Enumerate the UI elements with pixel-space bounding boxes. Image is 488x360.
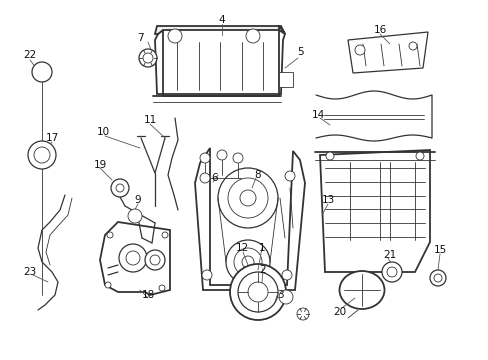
Text: 4: 4 <box>218 15 225 25</box>
Circle shape <box>105 282 111 288</box>
Circle shape <box>296 308 308 320</box>
Circle shape <box>116 184 124 192</box>
Circle shape <box>285 171 294 181</box>
Circle shape <box>28 141 56 169</box>
Circle shape <box>111 179 129 197</box>
Circle shape <box>232 153 243 163</box>
Circle shape <box>325 152 333 160</box>
Circle shape <box>119 244 147 272</box>
Text: 15: 15 <box>432 245 446 255</box>
Circle shape <box>415 152 423 160</box>
Circle shape <box>245 29 260 43</box>
Circle shape <box>238 272 278 312</box>
Circle shape <box>386 267 396 277</box>
Circle shape <box>34 147 50 163</box>
Circle shape <box>433 274 441 282</box>
Text: 1: 1 <box>258 243 265 253</box>
Circle shape <box>107 232 113 238</box>
Text: 9: 9 <box>134 195 141 205</box>
Circle shape <box>429 270 445 286</box>
Text: 5: 5 <box>296 47 303 57</box>
Circle shape <box>126 251 140 265</box>
Circle shape <box>240 190 256 206</box>
Polygon shape <box>100 222 170 295</box>
Text: 19: 19 <box>93 160 106 170</box>
Circle shape <box>200 173 209 183</box>
Text: 22: 22 <box>23 50 37 60</box>
Circle shape <box>225 240 269 284</box>
Polygon shape <box>195 148 305 290</box>
Ellipse shape <box>339 271 384 309</box>
Circle shape <box>218 168 278 228</box>
Circle shape <box>150 255 160 265</box>
Polygon shape <box>155 30 285 96</box>
Circle shape <box>354 45 364 55</box>
Circle shape <box>32 62 52 82</box>
Polygon shape <box>155 26 285 34</box>
Circle shape <box>202 270 212 280</box>
Circle shape <box>142 53 153 63</box>
Text: 23: 23 <box>23 267 37 277</box>
Circle shape <box>381 262 401 282</box>
Circle shape <box>217 150 226 160</box>
Circle shape <box>242 256 253 268</box>
Text: 14: 14 <box>311 110 324 120</box>
Circle shape <box>279 290 292 304</box>
Polygon shape <box>347 32 427 73</box>
Text: 13: 13 <box>321 195 334 205</box>
Circle shape <box>168 29 182 43</box>
Text: 16: 16 <box>373 25 386 35</box>
Text: 7: 7 <box>137 33 143 43</box>
Circle shape <box>234 248 262 276</box>
Text: 17: 17 <box>45 133 59 143</box>
Circle shape <box>408 42 416 50</box>
Polygon shape <box>319 150 429 272</box>
Text: 2: 2 <box>259 265 266 275</box>
Text: 21: 21 <box>383 250 396 260</box>
Polygon shape <box>279 72 292 87</box>
Text: 20: 20 <box>333 307 346 317</box>
Circle shape <box>200 153 209 163</box>
Text: 11: 11 <box>143 115 156 125</box>
Circle shape <box>145 250 164 270</box>
Circle shape <box>227 178 267 218</box>
Text: 12: 12 <box>235 243 248 253</box>
Circle shape <box>229 264 285 320</box>
Circle shape <box>139 49 157 67</box>
Text: 3: 3 <box>276 290 283 300</box>
Text: 8: 8 <box>254 170 261 180</box>
Text: 18: 18 <box>141 290 154 300</box>
Text: 6: 6 <box>211 173 218 183</box>
Circle shape <box>159 285 164 291</box>
Circle shape <box>247 282 267 302</box>
Circle shape <box>282 270 291 280</box>
Circle shape <box>128 209 142 223</box>
Text: 10: 10 <box>96 127 109 137</box>
Circle shape <box>162 232 168 238</box>
